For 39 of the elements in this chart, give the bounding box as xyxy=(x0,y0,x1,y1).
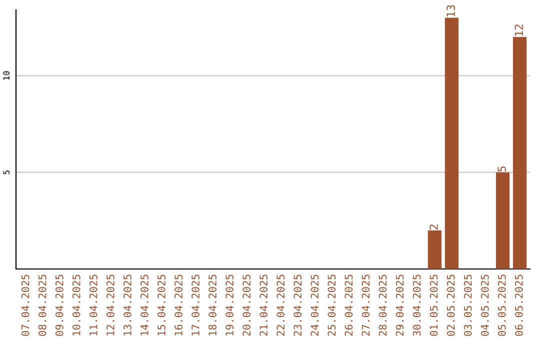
x-tick-label: 15.04.2025 xyxy=(158,274,166,336)
data-label: 13 xyxy=(446,5,455,16)
x-tick-label: 23.04.2025 xyxy=(294,274,302,336)
x-tick-label: 05.05.2025 xyxy=(498,274,506,336)
x-tick-label: 02.05.2025 xyxy=(446,274,455,336)
x-tick-label: 07.04.2025 xyxy=(21,274,30,336)
x-tick-label: 10.04.2025 xyxy=(72,274,80,336)
x-tick-label: 12.04.2025 xyxy=(106,274,114,336)
x-tick-label: 13.04.2025 xyxy=(124,274,132,336)
x-tick-label: 03.05.2025 xyxy=(464,274,472,336)
x-tick-label: 06.05.2025 xyxy=(514,274,523,336)
x-tick-label: 16.04.2025 xyxy=(174,274,182,336)
x-tick-label: 25.04.2025 xyxy=(328,274,336,336)
x-tick-label: 19.04.2025 xyxy=(226,274,234,336)
x-tick-label: 11.04.2025 xyxy=(89,274,98,336)
x-tick-label: 21.04.2025 xyxy=(260,274,268,336)
x-tick-label: 17.04.2025 xyxy=(192,274,200,336)
data-label: 5 xyxy=(498,166,506,172)
x-tick-label: 08.04.2025 xyxy=(38,274,46,336)
x-tick-label: 14.04.2025 xyxy=(140,274,148,336)
x-tick-label: 22.04.2025 xyxy=(276,274,285,336)
x-tick-label: 18.04.2025 xyxy=(208,274,216,336)
bar xyxy=(512,37,527,269)
bar xyxy=(444,18,459,269)
x-tick-label: 27.04.2025 xyxy=(362,274,370,336)
x-tick-label: 29.04.2025 xyxy=(396,274,404,336)
bar xyxy=(496,172,510,269)
data-label: 2 xyxy=(430,224,438,230)
x-tick-label: 04.05.2025 xyxy=(480,274,489,336)
x-tick-label: 28.04.2025 xyxy=(378,274,387,336)
x-tick-label: 24.04.2025 xyxy=(310,274,319,336)
x-tick-label: 01.05.2025 xyxy=(430,274,438,336)
y-tick-label: 10 xyxy=(3,71,10,80)
x-tick-label: 26.04.2025 xyxy=(344,274,353,336)
data-label: 12 xyxy=(514,24,523,36)
x-tick-label: 30.04.2025 xyxy=(412,274,421,336)
x-tick-label: 09.04.2025 xyxy=(55,274,64,336)
x-tick-label: 20.04.2025 xyxy=(242,274,251,336)
bar xyxy=(428,230,442,269)
